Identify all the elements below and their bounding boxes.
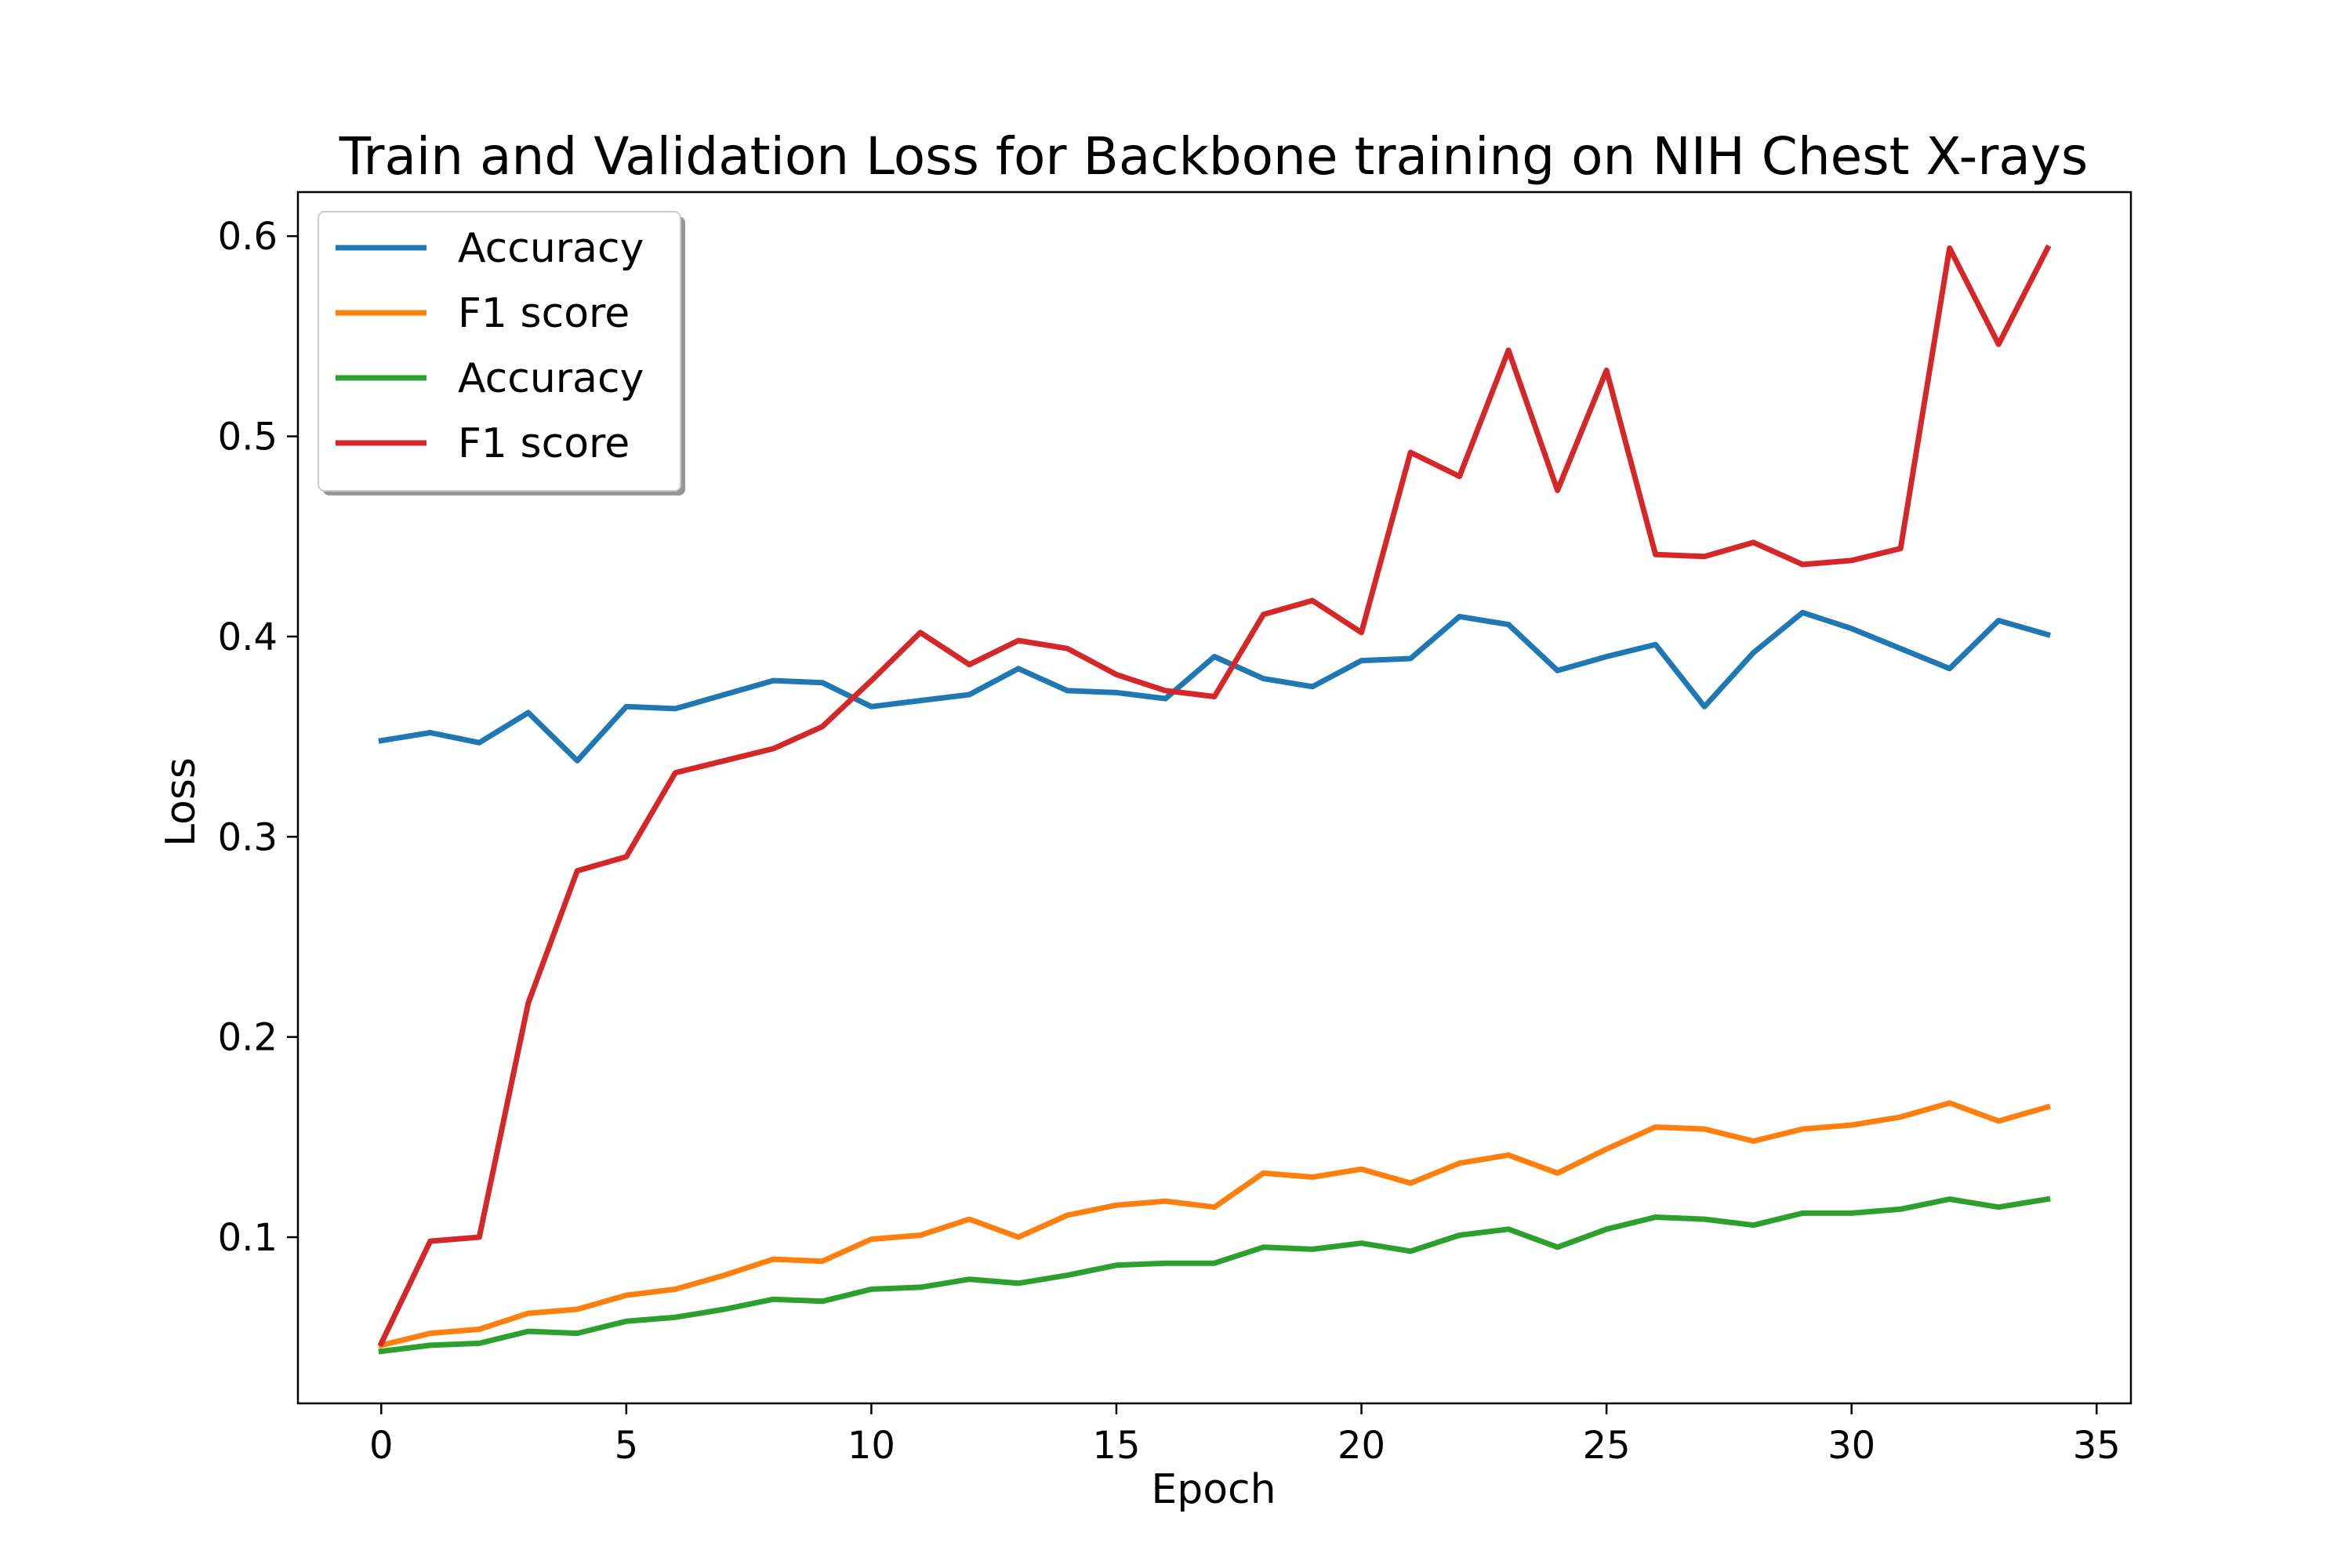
legend: Accuracy F1 score Accuracy F1 score [318, 211, 685, 495]
y-tick-label: 0.6 [218, 215, 278, 259]
legend-label-1: Accuracy [458, 225, 644, 272]
x-tick-label: 5 [615, 1424, 639, 1468]
y-tick-label: 0.4 [218, 615, 278, 659]
x-tick-label: 15 [1092, 1424, 1140, 1468]
y-tick-label: 0.3 [218, 815, 278, 859]
x-tick-label: 20 [1338, 1424, 1385, 1468]
series-line-1 [378, 609, 2052, 764]
legend-box [318, 211, 681, 492]
axes: 0 5 10 15 20 25 30 35 0.1 0.2 0.3 0.4 0.5 0.6 [218, 191, 2132, 1468]
x-tick-label: 30 [1828, 1424, 1875, 1468]
x-tick-label: 25 [1583, 1424, 1631, 1468]
chart-title: Train and Validation Loss for Backbone t… [339, 126, 2089, 187]
series-line-3 [378, 1196, 2051, 1355]
axes-frame [296, 191, 2132, 1405]
y-tick-label: 0.5 [218, 416, 278, 459]
series-line-4 [377, 244, 2052, 1348]
y-tick-label: 0.2 [218, 1016, 278, 1060]
x-axis-title: Epoch [1151, 1466, 1276, 1513]
plot-area [377, 244, 2052, 1355]
x-tick-label: 35 [2073, 1424, 2121, 1468]
y-tick-label: 0.1 [218, 1216, 278, 1260]
series-line-2 [378, 1100, 2052, 1349]
x-tick-label: 0 [369, 1424, 394, 1468]
legend-label-4: F1 score [458, 420, 630, 467]
y-axis-title: Loss [158, 757, 205, 847]
x-tick-label: 10 [848, 1424, 895, 1468]
legend-label-2: F1 score [458, 290, 630, 337]
legend-label-3: Accuracy [458, 355, 644, 402]
